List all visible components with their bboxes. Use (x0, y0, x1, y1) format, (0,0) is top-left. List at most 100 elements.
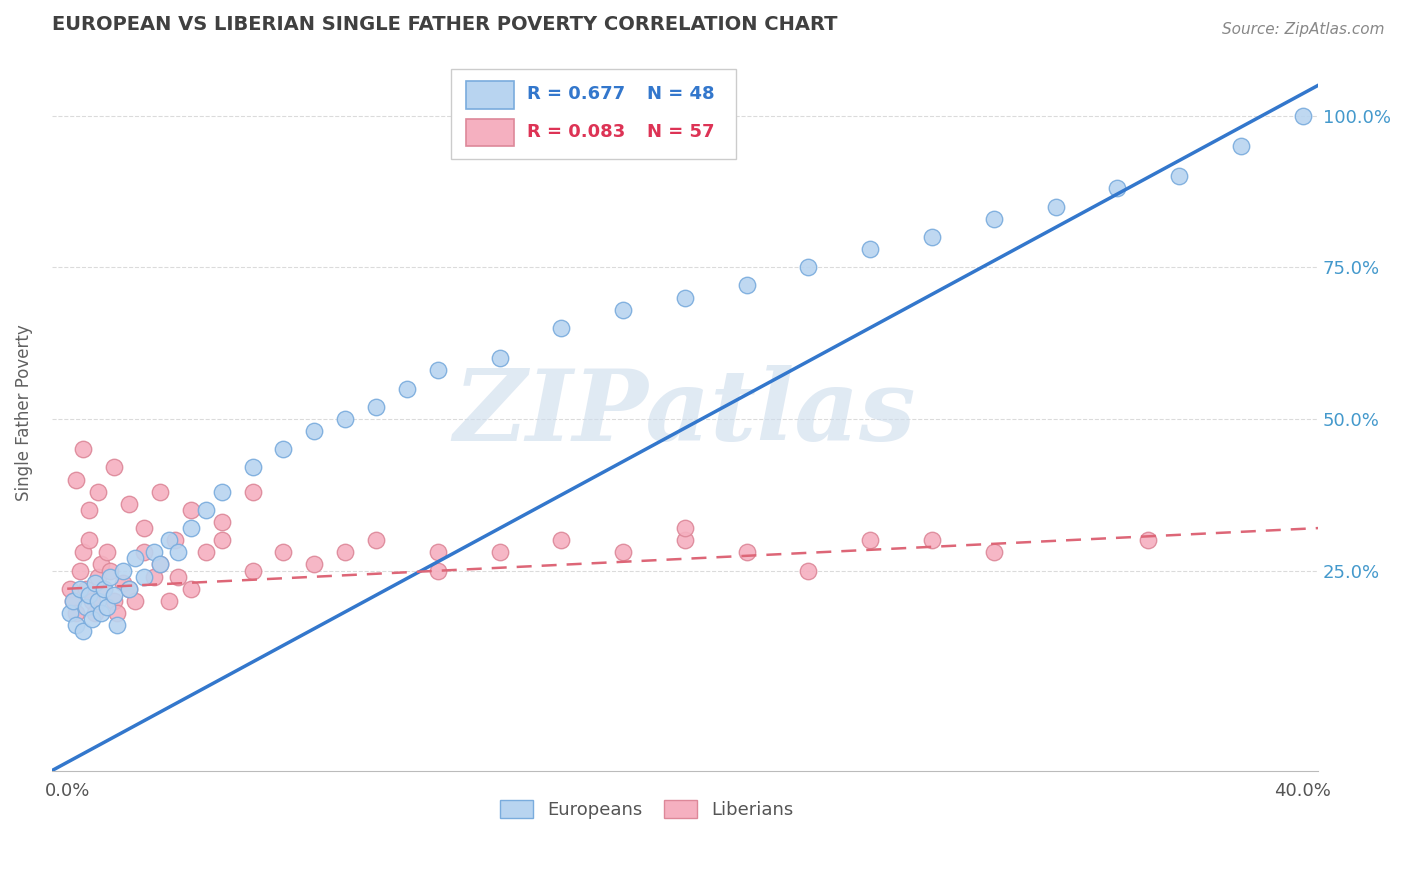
Point (673, 533, 696, 548)
Point (93, 582, 115, 596)
Point (134, 545, 156, 559)
Point (118, 497, 141, 511)
Point (1292, 109, 1315, 123)
Point (195, 503, 218, 517)
Point (103, 460, 125, 475)
Point (69, 564, 91, 578)
Point (111, 575, 134, 590)
Point (612, 545, 634, 559)
Point (167, 569, 190, 583)
Point (80, 594, 103, 608)
Point (921, 230, 943, 244)
Point (304, 558, 326, 572)
Point (242, 460, 264, 475)
Point (242, 484, 264, 499)
Point (735, 278, 758, 293)
Point (105, 606, 128, 620)
Point (77, 533, 100, 548)
Point (1168, 169, 1191, 184)
Point (134, 521, 156, 535)
Point (62, 594, 84, 608)
Point (100, 569, 122, 583)
Point (80, 612, 103, 626)
Point (1107, 181, 1129, 195)
Point (1045, 200, 1067, 214)
Point (426, 363, 449, 377)
Point (1137, 533, 1160, 548)
Point (195, 545, 218, 559)
Point (364, 533, 387, 548)
Point (335, 545, 357, 559)
Y-axis label: Single Father Poverty: Single Father Poverty (15, 325, 32, 501)
Text: EUROPEAN VS LIBERIAN SINGLE FATHER POVERTY CORRELATION CHART: EUROPEAN VS LIBERIAN SINGLE FATHER POVER… (52, 15, 837, 34)
FancyBboxPatch shape (465, 81, 515, 109)
Text: ZIPatlas: ZIPatlas (454, 365, 917, 461)
Point (65, 618, 87, 632)
Point (103, 588, 125, 602)
Point (93, 582, 115, 596)
Point (124, 551, 146, 566)
Point (100, 564, 122, 578)
Point (157, 533, 180, 548)
Point (921, 533, 943, 548)
Point (90, 558, 112, 572)
Point (211, 515, 233, 529)
Point (69, 582, 91, 596)
Point (242, 564, 264, 578)
FancyBboxPatch shape (465, 119, 515, 146)
Text: N = 48: N = 48 (647, 86, 714, 103)
Point (87, 594, 110, 608)
Point (84, 575, 107, 590)
Point (797, 564, 820, 578)
Point (273, 442, 295, 457)
Point (735, 545, 758, 559)
Point (488, 545, 510, 559)
Point (149, 558, 172, 572)
Point (134, 569, 156, 583)
Point (65, 606, 87, 620)
Point (77, 588, 100, 602)
Point (103, 594, 125, 608)
Point (612, 302, 634, 317)
Point (77, 503, 100, 517)
Point (75, 599, 97, 614)
Point (859, 242, 882, 256)
Point (96, 599, 118, 614)
Point (273, 545, 295, 559)
Point (90, 606, 112, 620)
Point (673, 521, 696, 535)
Point (335, 412, 357, 426)
Point (550, 321, 572, 335)
Point (1230, 139, 1253, 153)
Point (87, 569, 110, 583)
Point (59, 606, 82, 620)
Point (797, 260, 820, 275)
Point (72, 442, 94, 457)
Point (72, 545, 94, 559)
Text: N = 57: N = 57 (647, 122, 714, 141)
Point (180, 503, 202, 517)
Point (426, 564, 449, 578)
Point (65, 473, 87, 487)
Point (180, 582, 202, 596)
Point (62, 594, 84, 608)
Point (180, 521, 202, 535)
Point (859, 533, 882, 548)
Point (118, 582, 141, 596)
Legend: Europeans, Liberians: Europeans, Liberians (494, 792, 800, 826)
Point (59, 582, 82, 596)
Point (149, 484, 172, 499)
Point (142, 569, 165, 583)
Point (364, 400, 387, 414)
Point (211, 484, 233, 499)
Point (550, 533, 572, 548)
Text: R = 0.083: R = 0.083 (527, 122, 624, 141)
Point (96, 545, 118, 559)
Point (72, 624, 94, 639)
Point (426, 545, 449, 559)
Point (167, 545, 190, 559)
Text: R = 0.677: R = 0.677 (527, 86, 624, 103)
Point (157, 594, 180, 608)
Point (211, 533, 233, 548)
FancyBboxPatch shape (451, 70, 735, 159)
